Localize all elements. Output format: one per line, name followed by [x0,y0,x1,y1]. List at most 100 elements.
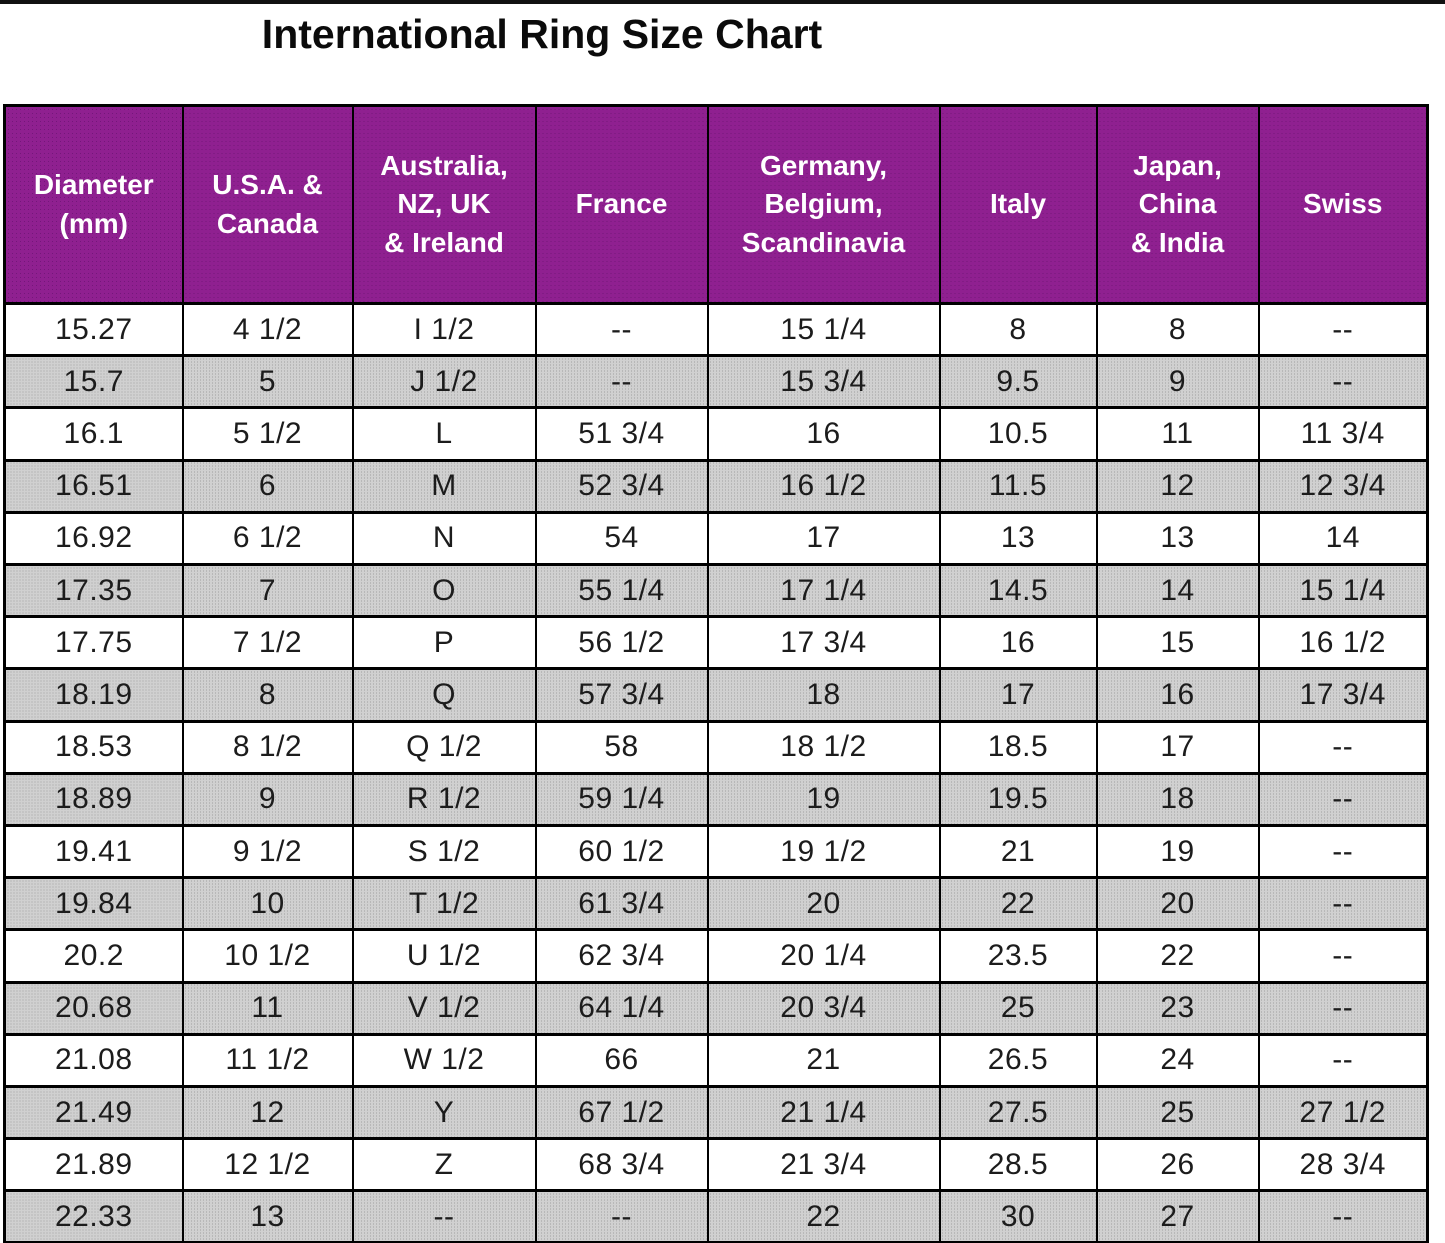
table-cell: 19 [1095,823,1260,880]
table-cell: -- [1257,928,1429,984]
table-cell: 68 3/4 [534,1137,709,1193]
table-cell: 55 1/4 [534,563,709,619]
table-cell: 15.7 [3,354,184,410]
table-row: 21.08 11 1/2 W 1/2 66 21 26.5 24 -- [3,1032,1429,1088]
table-cell: 16.92 [3,510,184,567]
table-cell: 21.08 [3,1032,184,1088]
table-cell: 26.5 [938,1032,1098,1088]
table-cell: -- [1257,302,1429,358]
table-cell: J 1/2 [351,354,537,410]
table-row: 16.51 6 M 52 3/4 16 1/2 11.5 12 12 3/4 [3,458,1429,514]
header-cell-col3: France [534,104,709,306]
table-row: 20.68 11 V 1/2 64 1/4 20 3/4 25 23 -- [3,980,1429,1036]
table-cell: 56 1/2 [534,615,709,671]
top-divider-line [0,0,1445,4]
page-title: International Ring Size Chart [261,11,823,57]
table-cell: Q 1/2 [351,719,537,775]
table-row: 21.49 12 Y 67 1/2 21 1/4 27.5 25 27 1/2 [3,1084,1429,1141]
table-cell: 64 1/4 [534,980,709,1036]
table-cell: 5 [181,354,354,410]
table-cell: 20 [1095,876,1260,932]
table-cell: -- [1257,823,1429,880]
table-cell: 20.68 [3,980,184,1036]
table-cell: -- [1257,876,1429,932]
title-container: International Ring Size Chart [0,11,1084,57]
table-cell: 12 [1095,458,1260,514]
table-cell: 16.1 [3,406,184,462]
table-cell: -- [1257,354,1429,410]
table-cell: 13 [181,1189,354,1243]
table-cell: 25 [1095,1084,1260,1141]
table-cell: 19.5 [938,771,1098,827]
table-cell: 21.49 [3,1084,184,1141]
table-cell: 27.5 [938,1084,1098,1141]
table-row: 16.1 5 1/2 L 51 3/4 16 10.5 11 11 3/4 [3,406,1429,462]
table-cell: -- [1257,1032,1429,1088]
table-cell: 22 [1095,928,1260,984]
table-cell: 15 1/4 [706,302,941,358]
table-cell: 18 [706,667,941,723]
table-body: 15.27 4 1/2 I 1/2 -- 15 1/4 8 8 -- 15.7 5 J 1/2 -- 1… [3,302,1429,1243]
table-cell: 13 [938,510,1098,567]
table-cell: 12 1/2 [181,1137,354,1193]
ring-size-table: Diameter (mm) U.S.A. & Canada Australia, N… [3,104,1429,1243]
table-cell: 18.89 [3,771,184,827]
table-row: 21.89 12 1/2 Z 68 3/4 21 3/4 28.5 26 28 3/4 [3,1137,1429,1193]
table-cell: 15 [1095,615,1260,671]
table-cell: 16 [1095,667,1260,723]
table-cell: 11 1/2 [181,1032,354,1088]
table-row: 18.19 8 Q 57 3/4 18 17 16 17 3/4 [3,667,1429,723]
table-cell: -- [534,1189,709,1243]
table-cell: 8 1/2 [181,719,354,775]
table-cell: 52 3/4 [534,458,709,514]
table-cell: 16 [938,615,1098,671]
table-row: 17.75 7 1/2 P 56 1/2 17 3/4 16 15 16 1/2 [3,615,1429,671]
table-cell: 12 [181,1084,354,1141]
table-row: 17.35 7 O 55 1/4 17 1/4 14.5 14 15 1/4 [3,563,1429,619]
header-cell-col1: U.S.A. & Canada [181,104,354,306]
table-cell: 9 1/2 [181,823,354,880]
table-cell: 16 1/2 [706,458,941,514]
table-cell: 12 3/4 [1257,458,1429,514]
table-cell: 61 3/4 [534,876,709,932]
table-cell: 8 [181,667,354,723]
table-cell: 28 3/4 [1257,1137,1429,1193]
table-cell: R 1/2 [351,771,537,827]
table-cell: 17.35 [3,563,184,619]
table-cell: 51 3/4 [534,406,709,462]
table-cell: 30 [938,1189,1098,1243]
table-cell: -- [1257,1189,1429,1243]
table-cell: 24 [1095,1032,1260,1088]
table-cell: I 1/2 [351,302,537,358]
table-cell: 10.5 [938,406,1098,462]
header-cell-col2: Australia, NZ, UK & Ireland [351,104,537,306]
table-cell: 28.5 [938,1137,1098,1193]
table-cell: 9 [181,771,354,827]
table-cell: V 1/2 [351,980,537,1036]
table-cell: 59 1/4 [534,771,709,827]
table-cell: 19 [706,771,941,827]
table-cell: 8 [938,302,1098,358]
header-cell-col6: Japan, China & India [1095,104,1260,306]
table-row: 19.84 10 T 1/2 61 3/4 20 22 20 -- [3,876,1429,932]
table-cell: 27 1/2 [1257,1084,1429,1141]
table-cell: 22 [938,876,1098,932]
table-cell: 14 [1095,563,1260,619]
header-cell-col4: Germany, Belgium, Scandinavia [706,104,941,306]
table-cell: 9.5 [938,354,1098,410]
table-cell: W 1/2 [351,1032,537,1088]
table-cell: O [351,563,537,619]
table-cell: 11 [1095,406,1260,462]
table-cell: -- [534,302,709,358]
table-cell: 10 [181,876,354,932]
table-cell: 17 [938,667,1098,723]
table-cell: 9 [1095,354,1260,410]
table-cell: 17 3/4 [706,615,941,671]
header-cell-col7: Swiss [1257,104,1429,306]
table-cell: -- [1257,771,1429,827]
table-cell: 18 [1095,771,1260,827]
table-cell: 10 1/2 [181,928,354,984]
table-cell: 16 [706,406,941,462]
table-cell: 57 3/4 [534,667,709,723]
table-cell: 60 1/2 [534,823,709,880]
